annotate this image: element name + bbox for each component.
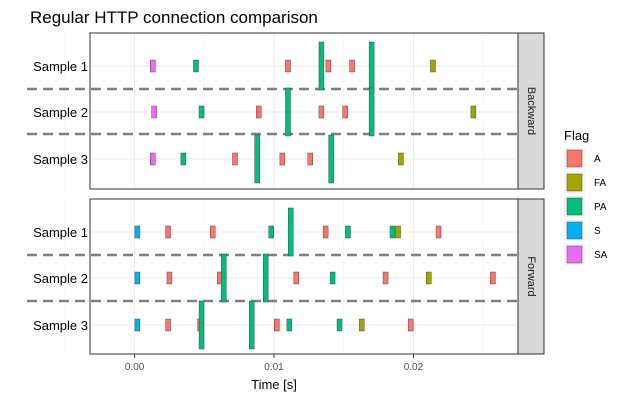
packet-mark-pa xyxy=(221,253,227,303)
sample-label: Sample 2 xyxy=(33,271,88,286)
panel-background xyxy=(90,199,518,354)
legend-label-s: S xyxy=(594,226,601,237)
legend-label-sa: SA xyxy=(594,250,608,261)
packet-mark-pa xyxy=(268,225,274,239)
packet-mark-a xyxy=(166,271,173,285)
x-tick-label: 0.01 xyxy=(264,362,284,373)
packet-mark-a xyxy=(232,152,238,166)
packet-mark-a xyxy=(435,225,442,239)
packet-mark-pa xyxy=(254,134,260,184)
packet-mark-a xyxy=(165,225,171,239)
packet-mark-pa xyxy=(198,105,205,119)
packet-mark-pa xyxy=(368,41,375,91)
packet-mark-a xyxy=(165,318,171,332)
legend-label-fa: FA xyxy=(594,178,607,189)
packet-mark-pa xyxy=(249,300,255,350)
legend-title: Flag xyxy=(564,128,589,143)
facet-strip xyxy=(517,32,545,190)
facet-strip-label: Backward xyxy=(525,87,537,135)
chart-title: Regular HTTP connection comparison xyxy=(30,8,318,27)
packet-mark-pa xyxy=(389,225,396,239)
packet-mark-fa xyxy=(470,105,477,119)
packet-mark-fa xyxy=(426,271,432,285)
packet-mark-pa xyxy=(318,41,325,91)
packet-mark-a xyxy=(490,271,496,285)
legend-label-pa: PA xyxy=(594,202,607,213)
packet-mark-fa xyxy=(359,318,365,332)
packet-mark-a xyxy=(285,59,291,73)
packet-mark-pa xyxy=(368,87,375,137)
packet-mark-a xyxy=(349,59,355,73)
legend-swatch-sa xyxy=(566,245,583,264)
sample-label: Sample 1 xyxy=(33,59,88,74)
facet-panels: Backward Sample 1 Sample 2 Sample 3 Forward S… xyxy=(27,32,545,355)
packet-mark-a xyxy=(307,152,313,166)
packet-mark-pa xyxy=(198,300,205,350)
packet-mark-a xyxy=(209,225,216,239)
packet-mark-fa xyxy=(430,59,436,73)
sample-label: Sample 3 xyxy=(33,318,88,333)
legend-swatch-pa xyxy=(566,197,583,216)
legend-swatch-s xyxy=(566,221,583,240)
legend-swatch-fa xyxy=(566,173,583,192)
packet-mark-pa xyxy=(285,87,291,137)
packet-mark-pa xyxy=(180,152,187,166)
packet-mark-pa xyxy=(336,318,343,332)
packet-mark-pa xyxy=(262,253,269,303)
packet-mark-pa xyxy=(288,207,294,257)
packet-mark-a xyxy=(255,105,262,119)
packet-mark-s xyxy=(134,318,141,332)
packet-mark-s xyxy=(134,271,141,285)
panel-backward: Backward Sample 1 Sample 2 Sample 3 xyxy=(27,32,545,190)
facet-strip-label: Forward xyxy=(525,256,537,296)
packet-mark-a xyxy=(318,105,325,119)
sample-label: Sample 2 xyxy=(33,105,88,120)
legend-swatch-a xyxy=(566,149,583,168)
x-tick-label: 0.00 xyxy=(125,362,145,373)
legend: Flag A FA PA S SA xyxy=(564,128,608,265)
x-tick-label: 0.02 xyxy=(404,362,424,373)
packet-mark-a xyxy=(279,152,286,166)
packet-mark-a xyxy=(407,318,414,332)
packet-mark-a xyxy=(325,59,332,73)
facet-strip xyxy=(517,198,545,355)
packet-mark-a xyxy=(382,271,389,285)
packet-mark-a xyxy=(293,271,300,285)
sample-label: Sample 3 xyxy=(33,152,88,167)
packet-mark-pa xyxy=(286,318,293,332)
panel-background xyxy=(90,33,518,189)
legend-label-a: A xyxy=(594,154,601,165)
panel-forward: Forward Sample 1 Sample 2 Sample 3 xyxy=(27,198,545,355)
packet-mark-pa xyxy=(328,134,334,184)
packet-mark-sa xyxy=(150,152,156,166)
packet-mark-pa xyxy=(193,59,199,73)
packet-mark-fa xyxy=(398,152,404,166)
packet-mark-fa xyxy=(395,225,401,239)
sample-label: Sample 1 xyxy=(33,225,88,240)
packet-mark-a xyxy=(274,318,280,332)
packet-mark-sa xyxy=(151,105,157,119)
x-axis-title: Time [s] xyxy=(251,377,297,392)
packet-mark-pa xyxy=(345,225,351,239)
x-axis: 0.00 0.01 0.02 xyxy=(125,354,424,373)
packet-mark-pa xyxy=(329,271,336,285)
packet-mark-a xyxy=(342,105,348,119)
packet-mark-sa xyxy=(150,59,156,73)
packet-mark-s xyxy=(134,225,141,239)
packet-mark-a xyxy=(322,225,329,239)
